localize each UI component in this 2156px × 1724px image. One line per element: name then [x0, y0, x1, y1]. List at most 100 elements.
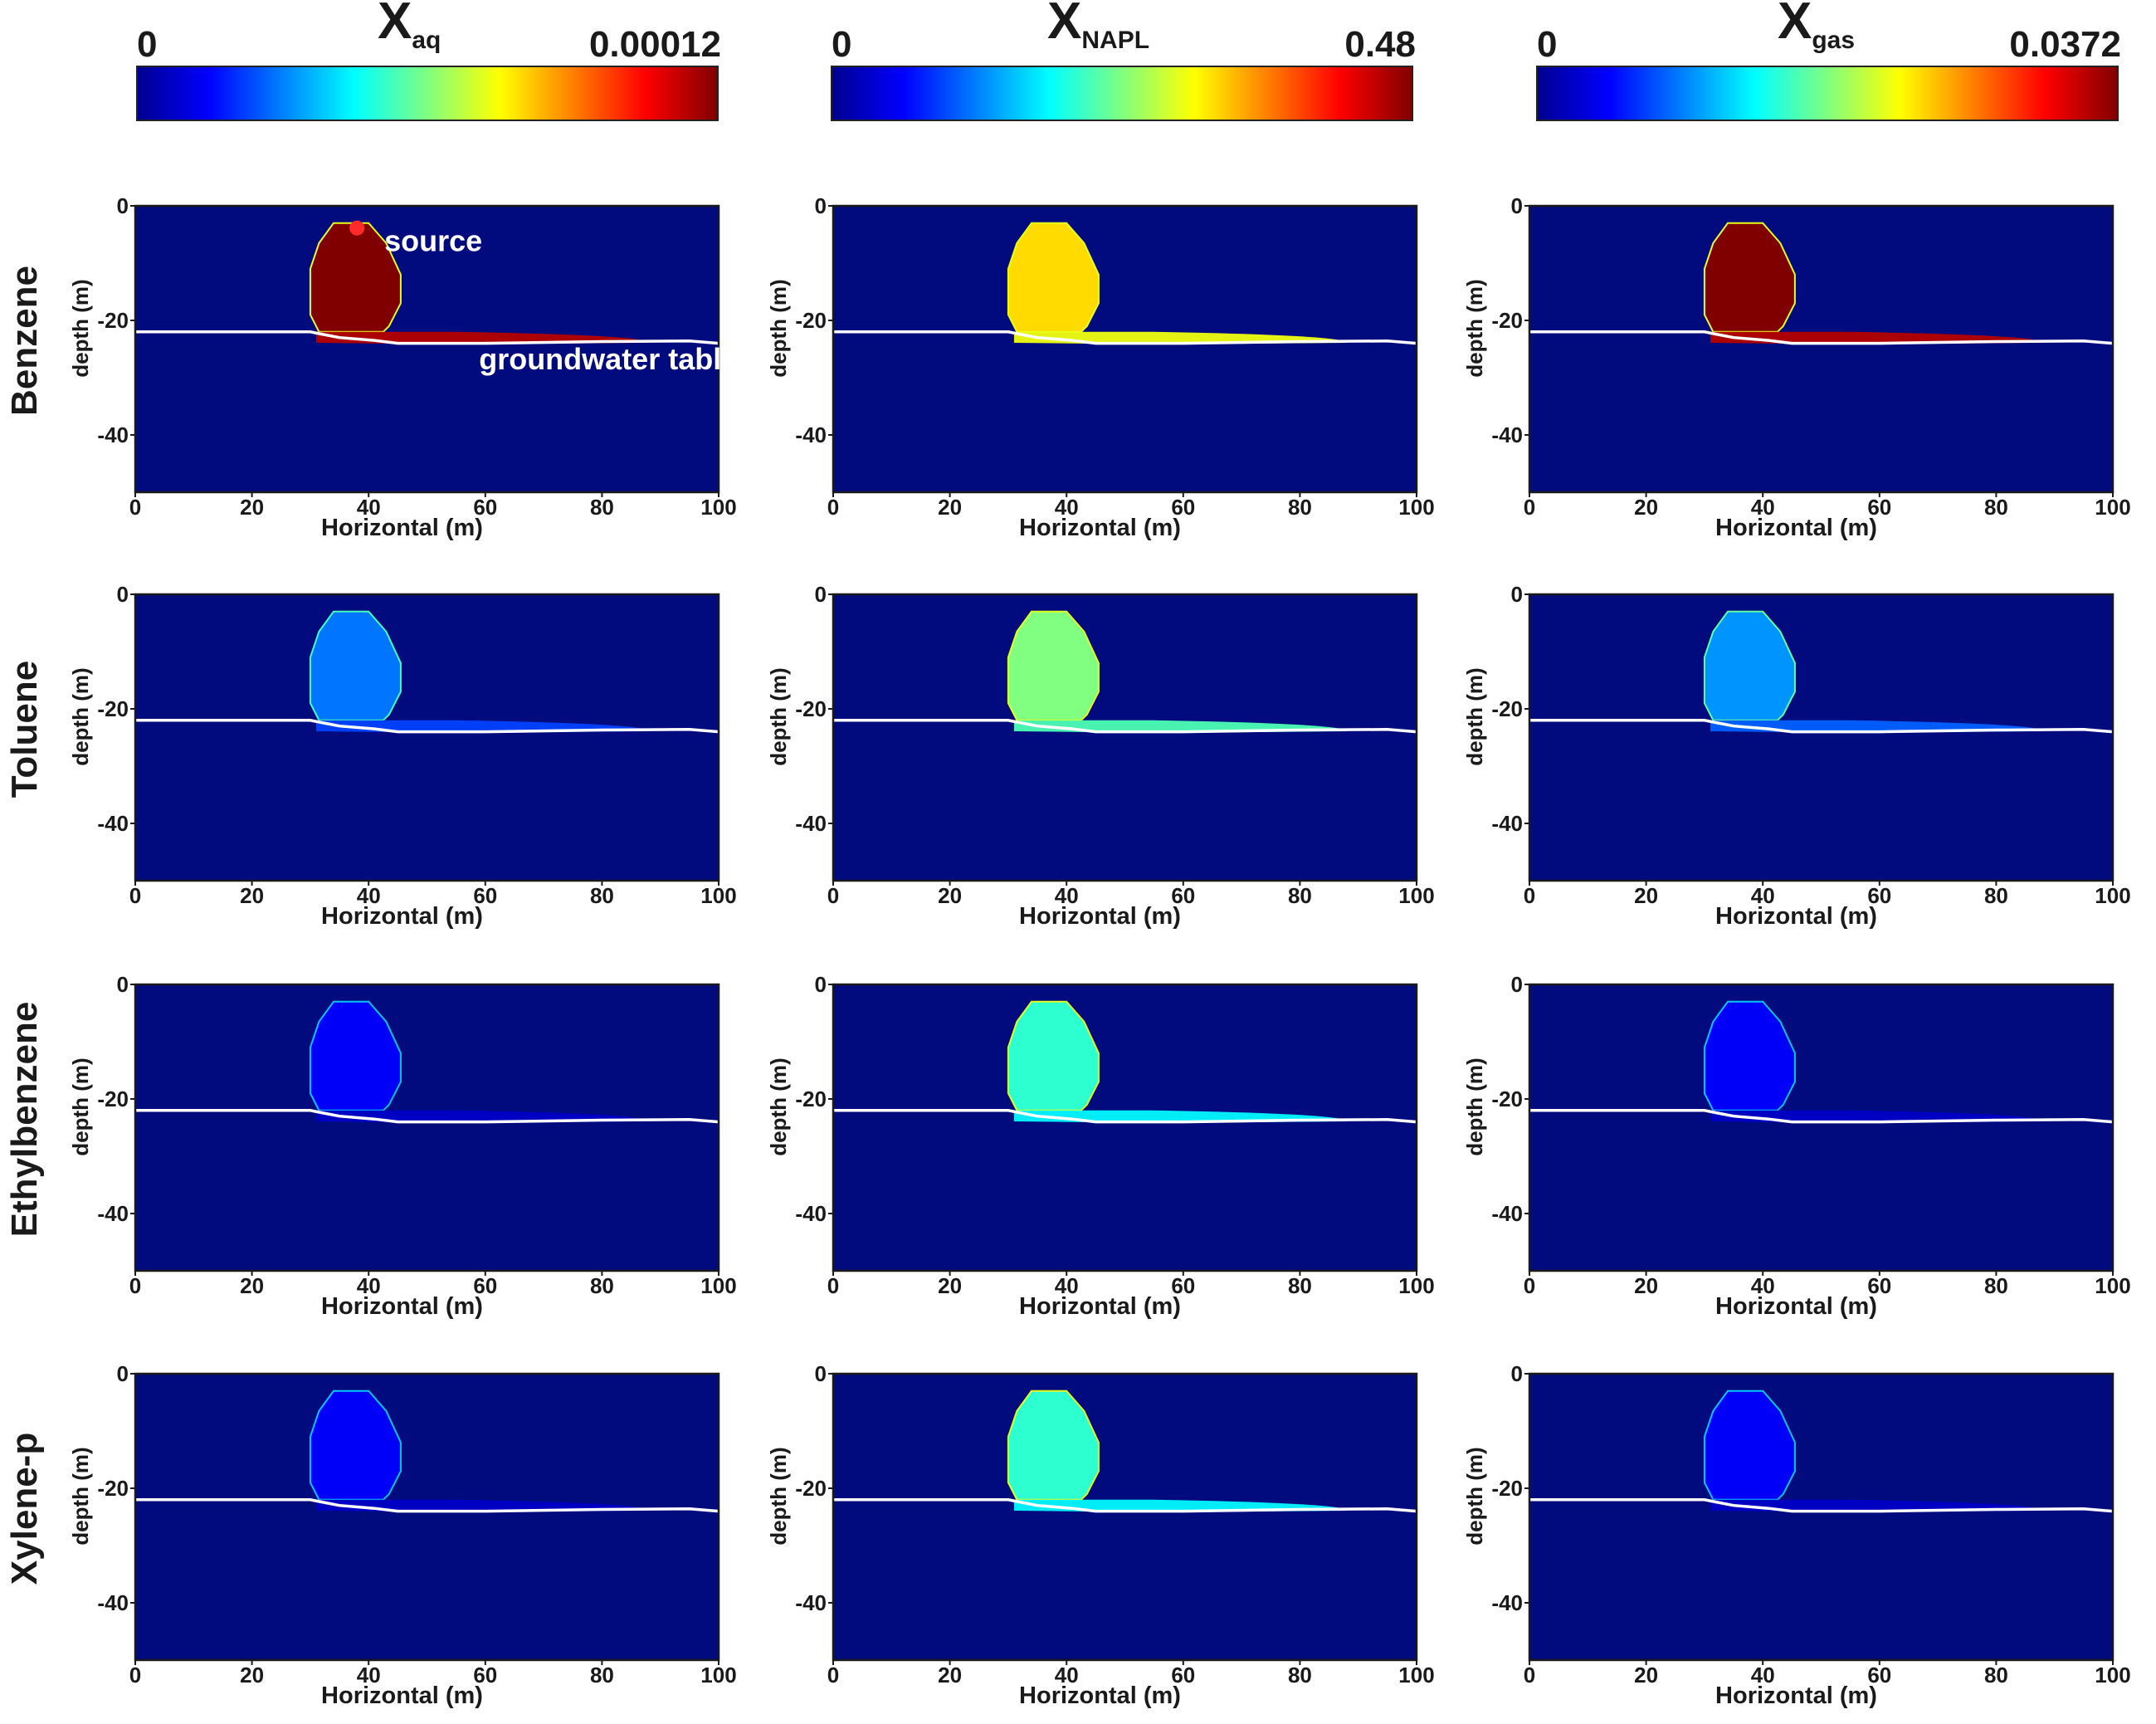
panel-ethylbenzene-aq-ytick-label--40: -40	[97, 1201, 129, 1226]
panel-ethylbenzene-gas-groundwater-table-line	[1529, 1109, 2114, 1124]
panel-toluene-gas-xtick-label-40: 40	[1751, 883, 1775, 908]
panel-xylene-p-aq-xtick-label-80: 80	[590, 1663, 614, 1687]
panel-ethylbenzene-napl-xtick-label-40: 40	[1055, 1273, 1079, 1298]
panel-benzene-napl: 0 20 40 60 80 100 Horizontal (m) 0 -20 -40 depth (…	[766, 193, 1435, 541]
panel-ethylbenzene-aq-yaxis-label: depth (m)	[68, 1057, 93, 1155]
panel-toluene-napl-frame	[832, 593, 1418, 882]
panel-toluene-aq-xtick-label-60: 60	[473, 883, 497, 908]
panel-toluene-napl-xtick-label-40: 40	[1055, 883, 1079, 908]
row-labels: Benzene Toluene Ethylbenzene Xylene-p	[4, 266, 45, 1585]
annotation-source: source	[384, 224, 482, 258]
panel-benzene-gas-xtick-label-80: 80	[1984, 495, 2008, 520]
panel-xylene-p-gas-ytick-label--20: -20	[1491, 1476, 1523, 1501]
panel-xylene-p-aq-yaxis-label: depth (m)	[68, 1447, 93, 1545]
panel-benzene-aq-groundwater-table-line	[135, 330, 719, 345]
panel-benzene-gas-frame	[1528, 204, 2115, 494]
panel-ethylbenzene-napl-yaxis-label: depth (m)	[766, 1057, 791, 1155]
colorbars: 0 0.00012 Xaq 0 0.48 XNAPL 0 0.0372 Xgas	[136, 0, 2121, 121]
panel-benzene-napl-ytick-label-0: 0	[815, 193, 827, 218]
panel-toluene-aq-yaxis-label: depth (m)	[68, 667, 93, 765]
panel-ethylbenzene-aq-ytick-label-0: 0	[117, 972, 129, 997]
panel-toluene-napl-ytick-label--20: -20	[795, 696, 827, 721]
panel-xylene-p-gas-xtick-label-60: 60	[1867, 1663, 1891, 1687]
panel-benzene-gas-ytick-label-0: 0	[1511, 193, 1523, 218]
panel-toluene-gas-ytick-label--20: -20	[1491, 696, 1523, 721]
panel-ethylbenzene-aq-xtick-label-0: 0	[129, 1273, 141, 1298]
panel-ethylbenzene-gas-xtick-label-0: 0	[1524, 1273, 1535, 1298]
panel-toluene-napl-background	[833, 594, 1417, 881]
panel-benzene-aq-ytick-label--20: -20	[97, 308, 129, 333]
panel-xylene-p-gas-plume	[1703, 1389, 1796, 1501]
panel-xylene-p-aq: 0 20 40 60 80 100 Horizontal (m) 0 -20 -40 depth (…	[68, 1361, 737, 1709]
panel-ethylbenzene-aq-frame	[134, 983, 720, 1272]
panel-benzene-aq-frame	[134, 204, 720, 494]
panel-toluene-napl-xaxis-label: Horizontal (m)	[1019, 903, 1181, 930]
panel-xylene-p-aq-frame	[134, 1372, 720, 1662]
panel-xylene-p-gas-xtick-label-20: 20	[1634, 1663, 1658, 1687]
panel-benzene-aq-xtick-label-100: 100	[700, 495, 736, 520]
panel-benzene-napl-xtick-label-80: 80	[1288, 495, 1312, 520]
panel-benzene-gas-plume	[1703, 222, 1796, 333]
panel-benzene-napl-yaxis-label: depth (m)	[766, 279, 791, 377]
panel-xylene-p-gas-xtick-label-0: 0	[1524, 1663, 1535, 1687]
panel-xylene-p-gas-ytick-label-0: 0	[1511, 1361, 1523, 1386]
panel-toluene-gas-groundwater-table-line	[1529, 719, 2114, 734]
panel-ethylbenzene-gas-xtick-label-80: 80	[1984, 1273, 2008, 1298]
panel-toluene-napl: 0 20 40 60 80 100 Horizontal (m) 0 -20 -40 depth (…	[766, 582, 1435, 930]
row-label-ethylbenzene: Ethylbenzene	[4, 1002, 45, 1238]
panel-toluene-aq-xtick-label-20: 20	[240, 883, 264, 908]
panel-ethylbenzene-gas-xtick-label-20: 20	[1634, 1273, 1658, 1298]
panel-xylene-p-aq-xaxis-label: Horizontal (m)	[321, 1682, 483, 1709]
panel-ethylbenzene-napl-groundwater-table-line	[833, 1109, 1417, 1124]
panels: 0 20 40 60 80 100 Horizontal (m) 0 -20 -40 depth (…	[68, 193, 2131, 1709]
panel-xylene-p-gas-xtick-label-40: 40	[1751, 1663, 1775, 1687]
panel-ethylbenzene-gas-background	[1529, 984, 2113, 1271]
colorbar-napl-min-label: 0	[832, 24, 851, 65]
panel-xylene-p-napl-ytick-label-0: 0	[815, 1361, 827, 1386]
row-label-toluene: Toluene	[4, 661, 45, 798]
panel-ethylbenzene-gas-yaxis-label: depth (m)	[1462, 1057, 1487, 1155]
panel-ethylbenzene-napl-ytick-label--40: -40	[795, 1201, 827, 1226]
panel-ethylbenzene-napl-plume	[1007, 1000, 1100, 1111]
panel-ethylbenzene-napl-frame	[832, 983, 1418, 1272]
panel-benzene-gas-xtick-label-0: 0	[1524, 495, 1535, 520]
panel-xylene-p-gas-xaxis-label: Horizontal (m)	[1715, 1682, 1877, 1709]
colorbar-aq-title: Xaq	[378, 0, 441, 54]
panel-benzene-napl-xaxis-label: Horizontal (m)	[1019, 515, 1181, 541]
panel-ethylbenzene-napl-xtick-label-20: 20	[938, 1273, 962, 1298]
panel-benzene-gas: 0 20 40 60 80 100 Horizontal (m) 0 -20 -40 depth (…	[1462, 193, 2131, 541]
panel-xylene-p-aq-ytick-label-0: 0	[117, 1361, 129, 1386]
panel-toluene-napl-xtick-label-100: 100	[1398, 883, 1434, 908]
panel-ethylbenzene-gas-plume	[1703, 1000, 1796, 1111]
row-label-benzene: Benzene	[4, 266, 45, 416]
panel-xylene-p-gas-groundwater-table-line	[1529, 1498, 2114, 1513]
panel-xylene-p-gas-background	[1529, 1374, 2113, 1660]
panel-toluene-aq-ytick-label--40: -40	[97, 811, 129, 836]
panel-benzene-napl-groundwater-table-line	[833, 330, 1417, 345]
panel-toluene-gas-xtick-label-20: 20	[1634, 883, 1658, 908]
panel-xylene-p-napl-plume	[1007, 1389, 1100, 1501]
panel-toluene-gas-ytick-label--40: -40	[1491, 811, 1523, 836]
panel-toluene-gas-xtick-label-80: 80	[1984, 883, 2008, 908]
panel-ethylbenzene-aq-groundwater-table-line	[135, 1109, 719, 1124]
panel-benzene-aq-yaxis-label: depth (m)	[68, 279, 93, 377]
panel-toluene-aq-xtick-label-0: 0	[129, 883, 141, 908]
colorbar-napl: 0 0.48 XNAPL	[831, 0, 1416, 121]
panel-xylene-p-aq-xtick-label-60: 60	[473, 1663, 497, 1687]
panel-ethylbenzene-aq-ytick-label--20: -20	[97, 1087, 129, 1111]
colorbar-aq-gradient	[136, 66, 719, 121]
panel-toluene-aq: 0 20 40 60 80 100 Horizontal (m) 0 -20 -40 depth (…	[68, 582, 737, 930]
panel-benzene-gas-xaxis-label: Horizontal (m)	[1715, 515, 1877, 541]
colorbar-aq: 0 0.00012 Xaq	[136, 0, 721, 121]
panel-toluene-aq-xtick-label-80: 80	[590, 883, 614, 908]
panel-ethylbenzene-gas-ytick-label-0: 0	[1511, 972, 1523, 997]
row-label-xylene-p: Xylene-p	[4, 1433, 45, 1585]
panel-toluene-aq-frame	[134, 593, 720, 882]
panel-ethylbenzene-aq-xtick-label-80: 80	[590, 1273, 614, 1298]
colorbar-gas-title: Xgas	[1778, 0, 1855, 54]
panel-xylene-p-aq-ytick-label--40: -40	[97, 1590, 129, 1615]
panel-ethylbenzene-gas: 0 20 40 60 80 100 Horizontal (m) 0 -20 -40 depth (…	[1462, 972, 2131, 1320]
panel-xylene-p-napl-xtick-label-60: 60	[1171, 1663, 1195, 1687]
panel-benzene-gas-xtick-label-20: 20	[1634, 495, 1658, 520]
panel-toluene-napl-xtick-label-80: 80	[1288, 883, 1312, 908]
